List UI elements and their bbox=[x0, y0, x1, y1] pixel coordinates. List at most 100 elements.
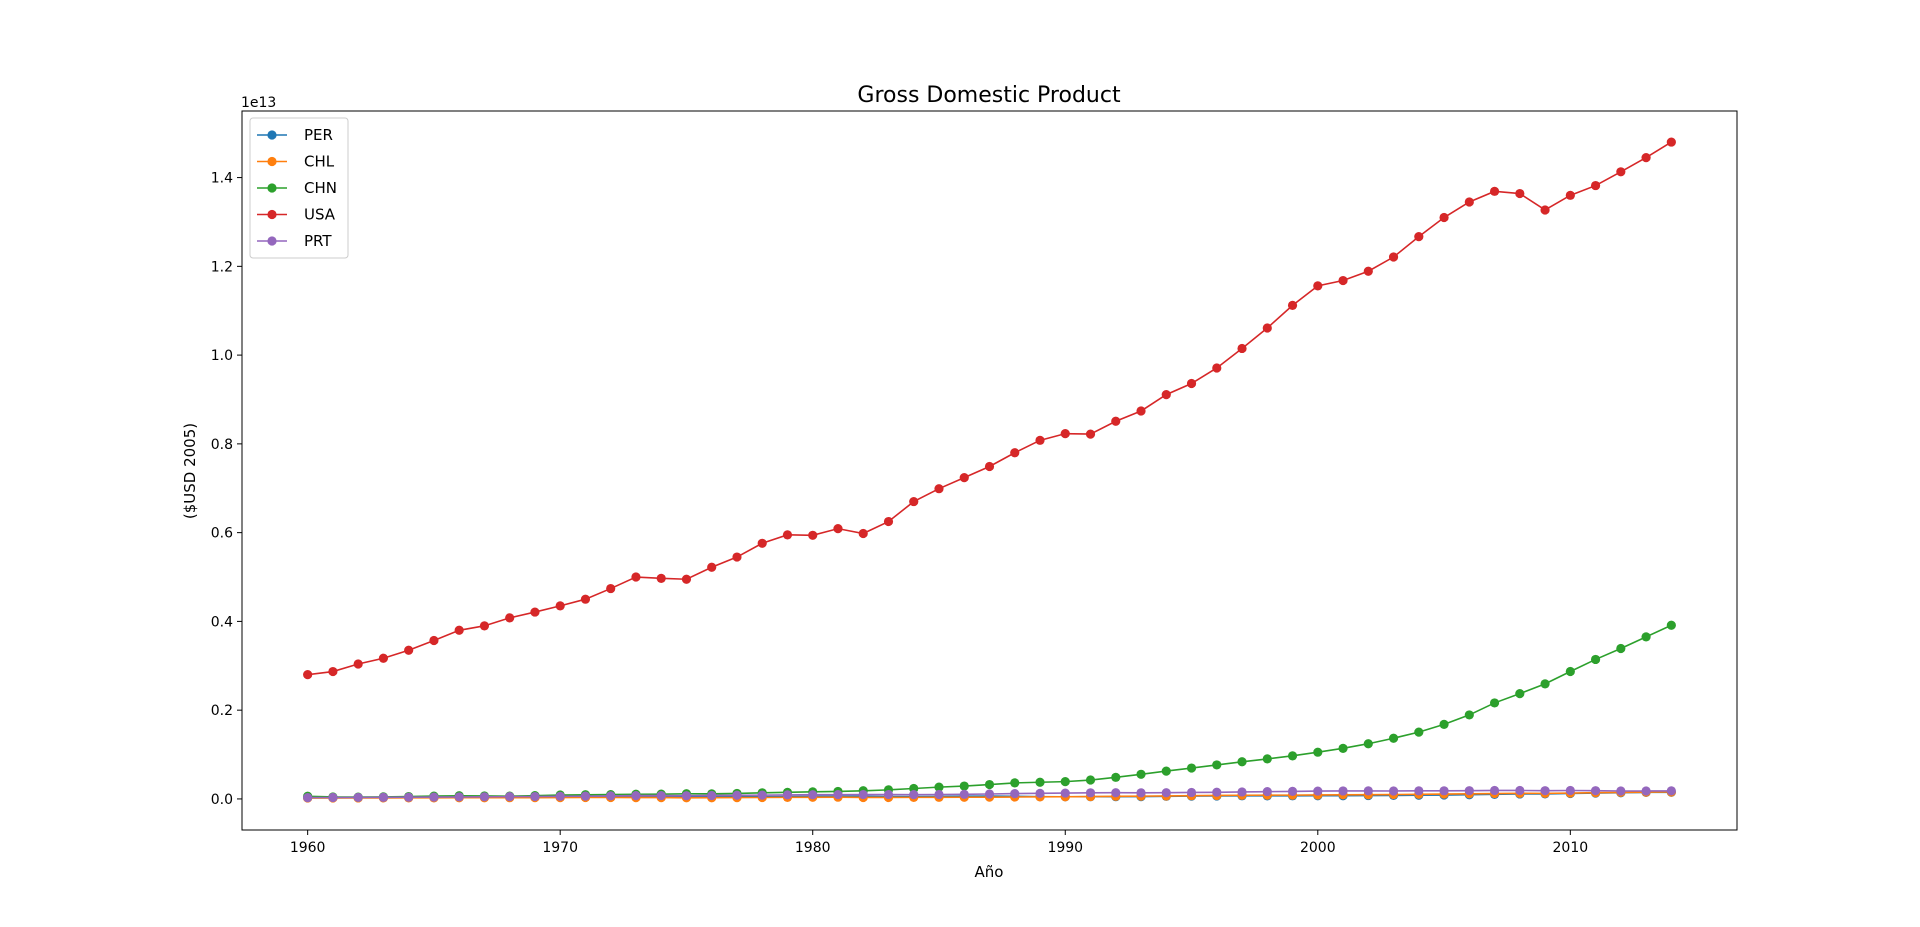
data-point-prt bbox=[1439, 786, 1449, 796]
data-point-prt bbox=[1186, 787, 1197, 798]
data-point-prt bbox=[454, 792, 464, 802]
data-point-usa bbox=[555, 601, 565, 611]
x-tick-label: 2010 bbox=[1553, 840, 1589, 856]
data-point-usa bbox=[681, 574, 692, 584]
data-point-usa bbox=[1161, 390, 1171, 400]
data-point-chn bbox=[1186, 763, 1197, 773]
x-tick-label: 2000 bbox=[1300, 840, 1336, 856]
data-point-usa bbox=[378, 653, 389, 663]
legend-label-chn: CHN bbox=[304, 179, 337, 197]
data-point-chn bbox=[1540, 679, 1550, 689]
legend-item-per: PER bbox=[257, 126, 333, 144]
y-axis-label: ($USD 2005) bbox=[181, 423, 199, 519]
data-point-usa bbox=[808, 530, 818, 540]
data-point-prt bbox=[656, 790, 666, 801]
data-point-chn bbox=[1035, 777, 1045, 787]
data-point-usa bbox=[1590, 180, 1601, 191]
data-point-usa bbox=[1237, 343, 1247, 354]
data-point-chn bbox=[984, 779, 995, 790]
legend-item-chn: CHN bbox=[257, 179, 337, 197]
data-point-usa bbox=[1338, 275, 1348, 286]
data-point-usa bbox=[858, 528, 868, 539]
y-tick-label: 1.4 bbox=[211, 171, 233, 187]
data-point-usa bbox=[1489, 186, 1500, 196]
data-point-usa bbox=[580, 594, 591, 604]
axes: 1960 1970 1980 1990 2000 2010 0.0 0.2 0.4 0.6 0.8 1… bbox=[211, 171, 1588, 856]
data-point-prt bbox=[606, 791, 616, 801]
data-point-usa bbox=[530, 607, 540, 617]
data-point-prt bbox=[1363, 786, 1373, 796]
data-point-usa bbox=[1414, 232, 1424, 242]
data-point-prt bbox=[530, 791, 540, 802]
data-point-usa bbox=[631, 572, 641, 582]
legend-label-chl: CHL bbox=[304, 153, 335, 171]
legend-label-per: PER bbox=[304, 126, 333, 144]
data-point-prt bbox=[1212, 787, 1222, 797]
data-point-usa bbox=[454, 625, 464, 635]
legend-marker-per bbox=[267, 130, 277, 140]
data-point-chn bbox=[1085, 775, 1096, 785]
data-point-usa bbox=[984, 461, 995, 472]
data-point-prt bbox=[1590, 786, 1601, 796]
data-point-usa bbox=[1641, 153, 1651, 163]
data-point-chn bbox=[1666, 620, 1676, 630]
data-point-usa bbox=[328, 666, 338, 677]
x-tick-label: 1960 bbox=[290, 840, 326, 856]
data-point-prt bbox=[782, 790, 793, 800]
series-group bbox=[303, 137, 1676, 803]
data-point-usa bbox=[1313, 281, 1323, 291]
data-point-prt bbox=[303, 793, 313, 803]
y-tick-label: 1.0 bbox=[211, 348, 233, 364]
x-tick-label: 1990 bbox=[1047, 840, 1083, 856]
data-point-usa bbox=[1060, 429, 1070, 439]
data-point-chn bbox=[1136, 769, 1146, 779]
data-point-usa bbox=[1111, 416, 1121, 426]
data-point-usa bbox=[1287, 300, 1298, 310]
data-point-chn bbox=[1616, 643, 1626, 654]
y-tick-label: 1.2 bbox=[211, 259, 233, 275]
chart-title: Gross Domestic Product bbox=[857, 83, 1121, 108]
data-point-prt bbox=[328, 792, 338, 803]
series-usa bbox=[303, 137, 1676, 680]
data-point-prt bbox=[681, 791, 692, 801]
series-prt bbox=[303, 785, 1676, 803]
data-point-usa bbox=[404, 645, 414, 655]
data-point-chn bbox=[1060, 777, 1070, 787]
data-point-chn bbox=[1010, 778, 1020, 788]
data-point-chn bbox=[1388, 733, 1399, 743]
data-point-usa bbox=[1262, 323, 1272, 333]
data-point-chn bbox=[1464, 710, 1474, 720]
y-tick-label: 0.4 bbox=[211, 614, 233, 630]
y-offset-label: 1e13 bbox=[241, 95, 276, 111]
data-point-usa bbox=[1136, 406, 1146, 416]
data-point-usa bbox=[1010, 448, 1020, 458]
x-tick-label: 1970 bbox=[542, 840, 578, 856]
data-point-chn bbox=[1363, 739, 1373, 749]
data-point-chn bbox=[1515, 689, 1525, 699]
y-tick-label: 0.2 bbox=[211, 703, 233, 719]
legend-item-chl: CHL bbox=[257, 153, 335, 171]
data-point-usa bbox=[782, 530, 793, 540]
y-tick-label: 0.8 bbox=[211, 437, 233, 453]
data-point-usa bbox=[1085, 429, 1096, 439]
data-point-usa bbox=[656, 573, 666, 583]
data-point-usa bbox=[1439, 212, 1449, 223]
data-point-prt bbox=[808, 790, 818, 800]
legend: PER CHL CHN USA PRT bbox=[249, 117, 349, 259]
data-point-usa bbox=[757, 538, 767, 548]
data-point-prt bbox=[1666, 786, 1676, 796]
data-point-prt bbox=[1641, 786, 1651, 796]
data-point-prt bbox=[1414, 786, 1424, 796]
legend-label-prt: PRT bbox=[304, 232, 332, 250]
data-point-chn bbox=[1161, 766, 1171, 776]
data-point-prt bbox=[833, 790, 843, 800]
x-axis-label: Año bbox=[975, 863, 1004, 881]
data-point-usa bbox=[934, 484, 944, 494]
data-point-usa bbox=[429, 635, 439, 646]
data-point-usa bbox=[303, 670, 313, 680]
data-point-prt bbox=[631, 791, 641, 801]
data-point-prt bbox=[1565, 785, 1575, 796]
data-point-chn bbox=[1439, 719, 1449, 729]
data-point-prt bbox=[1136, 788, 1146, 798]
data-point-prt bbox=[909, 790, 919, 800]
